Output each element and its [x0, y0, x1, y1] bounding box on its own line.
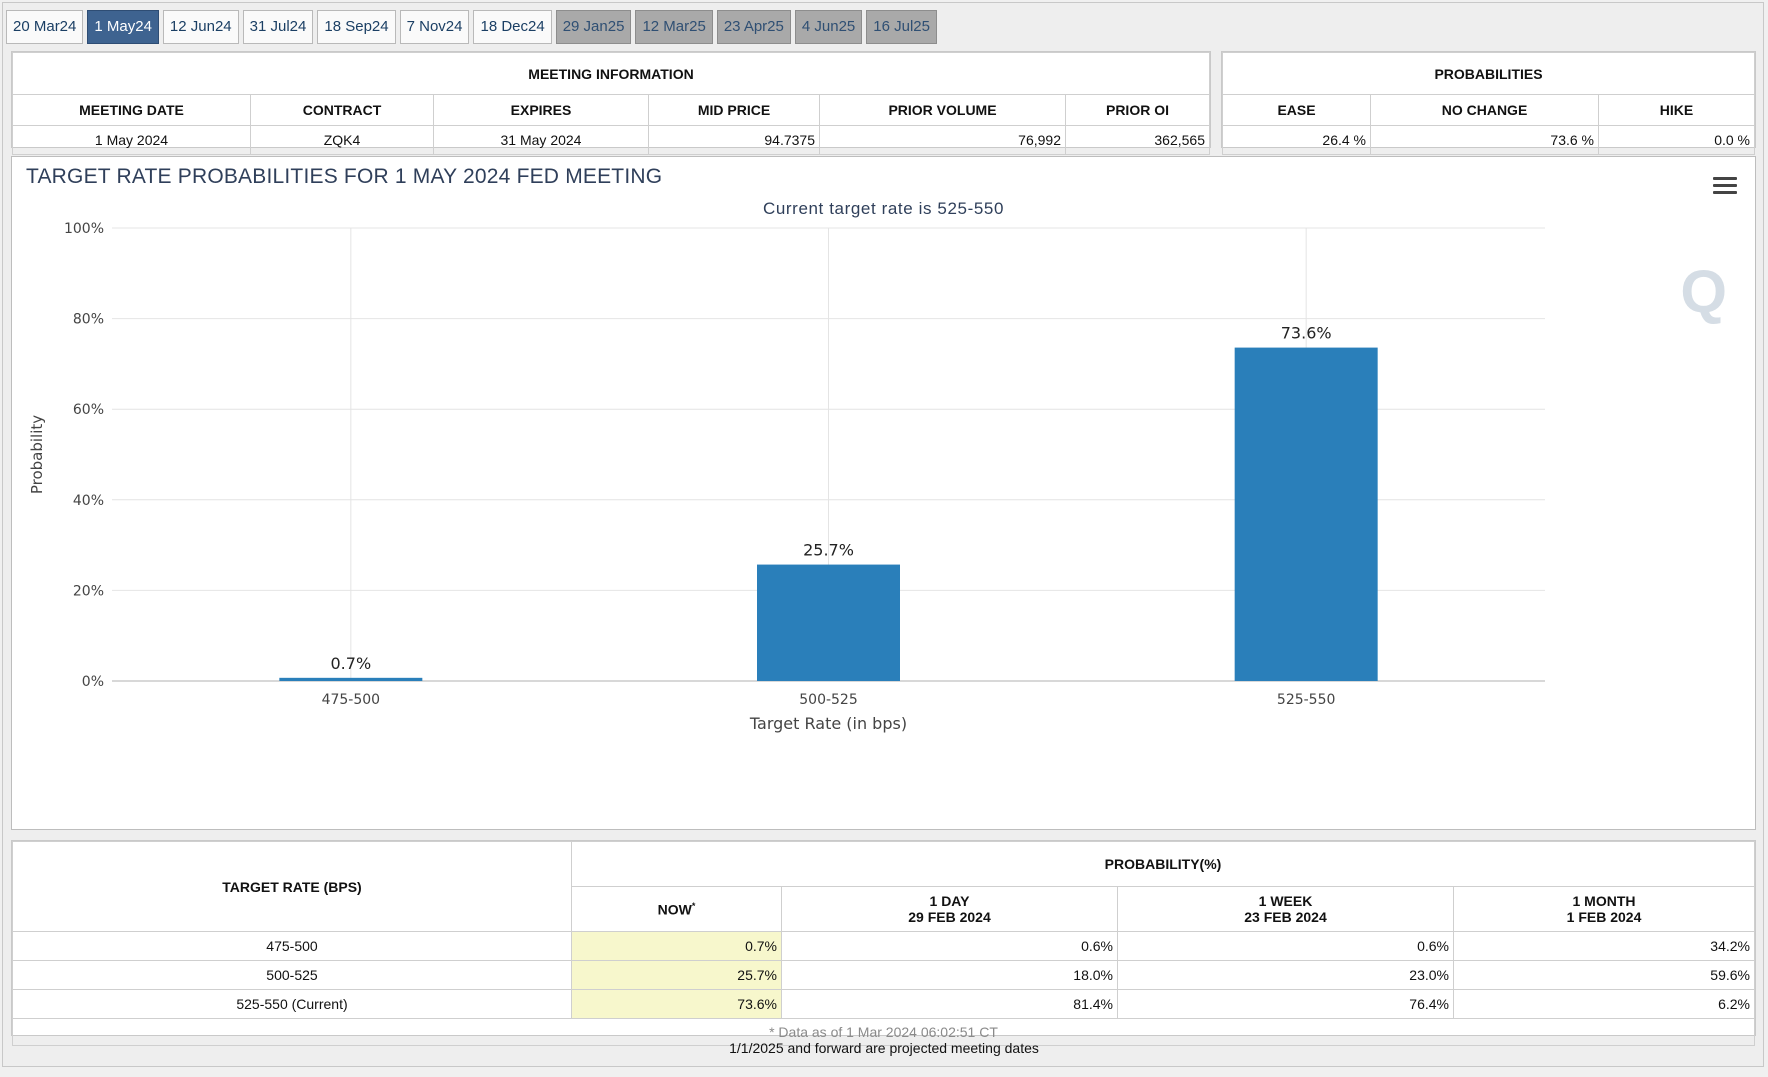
rate-cell: 500-525 — [12, 960, 572, 990]
tab-meeting[interactable]: 7 Nov24 — [399, 10, 470, 44]
col-header: MEETING DATE — [12, 94, 251, 126]
table-row: 525-550 (Current) 73.6% 81.4% 76.4% 6.2% — [12, 989, 1755, 1019]
meeting-info-title: MEETING INFORMATION — [12, 52, 1210, 95]
col-header: NO CHANGE — [1370, 94, 1599, 126]
col-header: EASE — [1222, 94, 1371, 126]
col-header: MID PRICE — [648, 94, 820, 126]
probability-table-panel: TARGET RATE (BPS) PROBABILITY(%) NOW* 1 … — [11, 840, 1756, 1046]
tab-meeting-projected[interactable]: 29 Jan25 — [555, 10, 632, 44]
probabilities-title: PROBABILITIES — [1222, 52, 1755, 95]
week-cell: 0.6% — [1117, 931, 1454, 961]
one-month-header: 1 MONTH 1 FEB 2024 — [1453, 886, 1755, 932]
x-tick-label: 500-525 — [799, 692, 858, 708]
expires-value: 31 May 2024 — [433, 125, 649, 155]
y-tick-label: 80% — [73, 312, 104, 328]
now-header: NOW* — [571, 886, 782, 932]
target-rate-header: TARGET RATE (BPS) — [12, 841, 572, 932]
data-timestamp-note: * Data as of 1 Mar 2024 06:02:51 CT — [12, 1018, 1755, 1046]
one-week-header: 1 WEEK 23 FEB 2024 — [1117, 886, 1454, 932]
bar-value-label: 73.6% — [1281, 324, 1332, 343]
month-cell: 34.2% — [1453, 931, 1755, 961]
tab-meeting[interactable]: 18 Sep24 — [317, 10, 396, 44]
y-tick-label: 20% — [73, 583, 104, 599]
rate-cell: 475-500 — [12, 931, 572, 961]
now-cell: 25.7% — [571, 960, 782, 990]
mid-price-value: 94.7375 — [648, 125, 820, 155]
probability-header: PROBABILITY(%) — [571, 841, 1755, 887]
col-header: HIKE — [1598, 94, 1755, 126]
chart-title: TARGET RATE PROBABILITIES FOR 1 MAY 2024… — [26, 165, 663, 188]
ease-value: 26.4 % — [1222, 125, 1371, 155]
col-header: PRIOR OI — [1065, 94, 1210, 126]
y-tick-label: 60% — [73, 402, 104, 418]
bar-chart: 0% 20% 40% 60% 80% 100% 0.7% 475-500 25.7% 500-52… — [28, 221, 1545, 733]
col-header: EXPIRES — [433, 94, 649, 126]
meeting-tabs: 20 Mar24 1 May24 12 Jun24 31 Jul24 18 Se… — [6, 10, 937, 44]
meeting-date-value: 1 May 2024 — [12, 125, 251, 155]
bar-value-label: 0.7% — [331, 654, 372, 673]
bar-500-525 — [757, 564, 900, 681]
y-tick-label: 100% — [64, 221, 104, 237]
hike-value: 0.0 % — [1598, 125, 1755, 155]
prior-volume-value: 76,992 — [819, 125, 1066, 155]
bar-value-label: 25.7% — [803, 541, 854, 560]
tab-meeting-projected[interactable]: 23 Apr25 — [716, 10, 791, 44]
bar-475-500 — [279, 677, 423, 681]
week-cell: 76.4% — [1117, 989, 1454, 1019]
day-cell: 0.6% — [781, 931, 1118, 961]
y-tick-label: 0% — [82, 674, 104, 690]
tab-meeting-active[interactable]: 1 May24 — [87, 10, 159, 44]
col-header: CONTRACT — [250, 94, 434, 126]
rate-cell: 525-550 (Current) — [12, 989, 572, 1019]
table-row: 475-500 0.7% 0.6% 0.6% 34.2% — [12, 931, 1755, 961]
chart-panel: TARGET RATE PROBABILITIES FOR 1 MAY 2024… — [11, 156, 1756, 830]
tab-meeting-projected[interactable]: 16 Jul25 — [866, 10, 937, 44]
probabilities-panel: PROBABILITIES EASE NO CHANGE HIKE 26.4 %… — [1221, 51, 1756, 155]
no-change-value: 73.6 % — [1370, 125, 1599, 155]
tab-meeting[interactable]: 12 Jun24 — [162, 10, 239, 44]
month-cell: 59.6% — [1453, 960, 1755, 990]
now-cell: 0.7% — [571, 931, 782, 961]
tab-meeting[interactable]: 20 Mar24 — [6, 10, 84, 44]
x-tick-label: 475-500 — [322, 692, 381, 708]
quikstrike-logo: Q — [1680, 258, 1727, 325]
tab-meeting-projected[interactable]: 4 Jun25 — [794, 10, 863, 44]
one-day-header: 1 DAY 29 FEB 2024 — [781, 886, 1118, 932]
week-cell: 23.0% — [1117, 960, 1454, 990]
prior-oi-value: 362,565 — [1065, 125, 1210, 155]
tab-meeting-projected[interactable]: 12 Mar25 — [635, 10, 713, 44]
tab-meeting[interactable]: 18 Dec24 — [473, 10, 552, 44]
chart-subtitle: Current target rate is 525-550 — [762, 199, 1004, 218]
month-cell: 6.2% — [1453, 989, 1755, 1019]
chart-menu-icon[interactable] — [1713, 177, 1737, 197]
x-tick-label: 525-550 — [1277, 692, 1336, 708]
y-tick-label: 40% — [73, 493, 104, 509]
day-cell: 81.4% — [781, 989, 1118, 1019]
col-header: PRIOR VOLUME — [819, 94, 1066, 126]
day-cell: 18.0% — [781, 960, 1118, 990]
bar-525-550 — [1234, 347, 1378, 681]
tab-meeting[interactable]: 31 Jul24 — [242, 10, 314, 44]
table-row: 500-525 25.7% 18.0% 23.0% 59.6% — [12, 960, 1755, 990]
y-axis-title: Probability — [28, 415, 46, 494]
projected-dates-footer: 1/1/2025 and forward are projected meeti… — [729, 1040, 1039, 1056]
now-cell: 73.6% — [571, 989, 782, 1019]
x-axis-title: Target Rate (in bps) — [749, 714, 907, 733]
contract-value: ZQK4 — [250, 125, 434, 155]
meeting-info-panel: MEETING INFORMATION MEETING DATE CONTRAC… — [11, 51, 1211, 155]
